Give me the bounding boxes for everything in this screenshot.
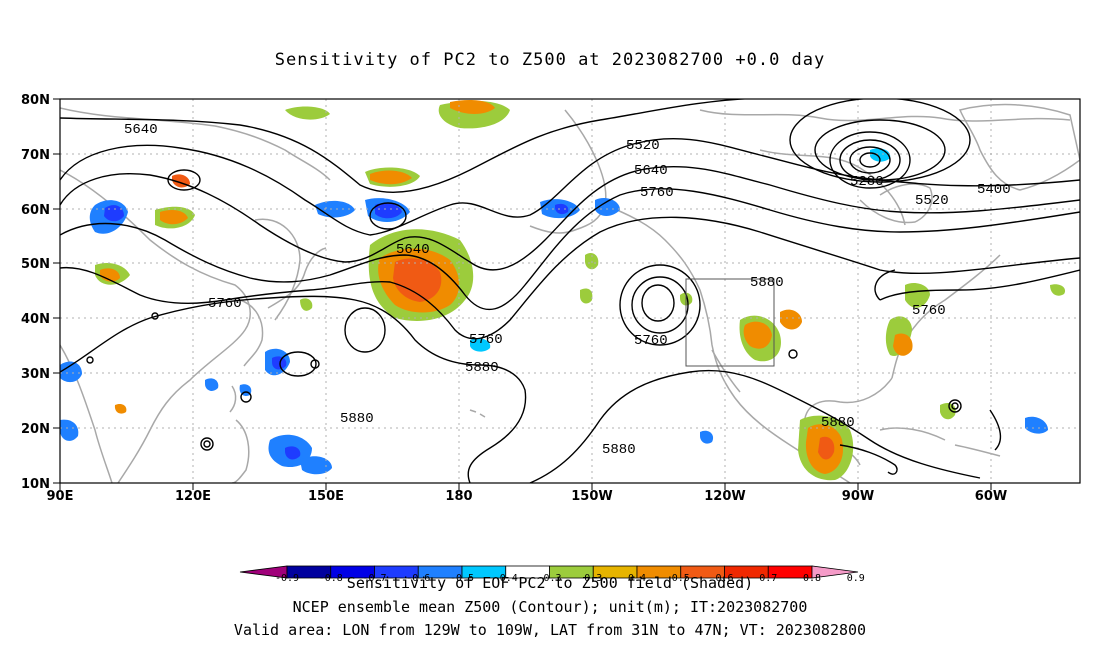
map-frame [59,98,1081,484]
colorbar-tick-label: 0.8 [803,573,821,584]
colorbar-tick-label: -0.5 [450,573,474,584]
colorbar-tick-label: -0.6 [406,573,430,584]
lon-label: 120W [704,489,745,504]
colorbar-tick-label: -0.7 [362,573,386,584]
lon-label: 90W [842,489,874,504]
colorbar-cell [811,565,859,579]
lat-label: 80N [21,93,50,108]
lat-label: 20N [21,422,50,437]
map-title: Sensitivity of PC2 to Z500 at 2023082700… [274,50,826,70]
lat-label: 50N [21,257,50,272]
footer-line-3: Valid area: LON from 129W to 109W, LAT f… [233,621,867,639]
colorbar-tick-label: 0.9 [847,573,865,584]
footer-line-2: NCEP ensemble mean Z500 (Contour); unit(… [292,598,808,616]
colorbar-tick-label: 0.4 [628,573,646,584]
contour-label: 5520 [626,138,660,154]
contour-label: 5520 [915,193,949,209]
z500-contours [60,99,1080,483]
contour-label: 5400 [977,182,1011,198]
contour-label: 5640 [634,163,668,179]
contour-label: 5760 [634,333,668,349]
footer-line-1: Sensitivity of EOF PC2 to Z500 field (Sh… [346,574,754,592]
sensitivity-shading [60,100,1066,481]
lon-label: 60W [975,489,1007,504]
contour-label: 5760 [640,185,674,201]
lon-label: 150E [308,489,344,504]
colorbar: -0.9 -0.8 -0.7 -0.6 -0.5 -0.4 -0.3 0.3 0.4 0.5 0.6… [239,565,865,584]
lat-label: 30N [21,367,50,382]
colorbar-tick-label: 0.3 [584,573,602,584]
lon-label: 180 [445,489,472,504]
lon-label: 150W [571,489,612,504]
coastlines [60,103,1080,483]
colorbar-tick-label: -0.4 [494,573,518,584]
colorbar-tick-label: 0.7 [759,573,777,584]
lon-label: 120E [175,489,211,504]
colorbar-tick-label: -0.8 [319,573,343,584]
colorbar-tick-label: -0.9 [275,573,299,584]
contour-label: 5760 [912,303,946,319]
contour-label: 5640 [124,122,158,138]
lat-label: 40N [21,312,50,327]
colorbar-tick-label: 0.6 [715,573,733,584]
contour-label: 5880 [821,415,855,431]
contour-label: 5760 [469,332,503,348]
colorbar-tick-label: 0.5 [672,573,690,584]
lat-label: 70N [21,148,50,163]
contour-label: 5880 [750,275,784,291]
lat-label: 60N [21,203,50,218]
contour-label: 5880 [465,360,499,376]
contour-label: 5280 [850,174,884,190]
contour-label: 5760 [208,296,242,312]
contour-label: 5640 [396,242,430,258]
contour-label: 5880 [602,442,636,458]
contour-label: 5880 [340,411,374,427]
lat-label: 10N [21,477,50,492]
lon-label: 90E [47,489,74,504]
grid-lines [60,99,1080,483]
colorbar-tick-label: -0.3 [537,573,561,584]
valid-area-box [685,278,775,367]
